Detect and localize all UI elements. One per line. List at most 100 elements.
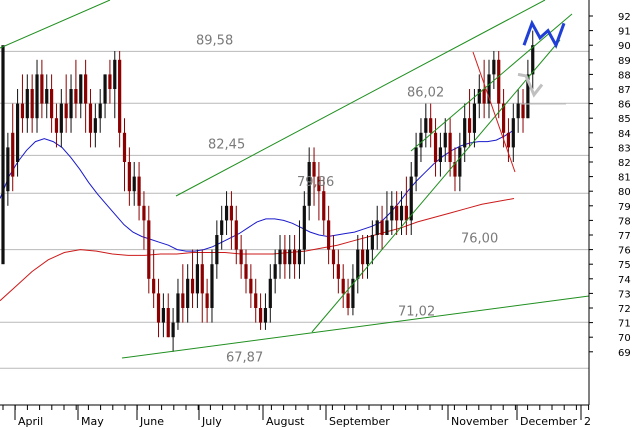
x-tick-label: June (139, 415, 164, 427)
candle-body (239, 249, 243, 265)
candle-body (414, 147, 418, 177)
candle-body (375, 220, 379, 235)
candle-body (127, 162, 131, 192)
candle-body (463, 118, 467, 148)
candle-body (20, 103, 25, 119)
x-tick-label: September (329, 415, 390, 427)
candle-body (142, 205, 146, 221)
y-tick-label: 91 (618, 27, 631, 38)
candle-body (511, 118, 515, 148)
candle-body (458, 147, 462, 177)
candle-body (30, 89, 34, 119)
candle-body (229, 205, 234, 221)
candle-body (268, 278, 272, 308)
x-tick-label: November (451, 415, 509, 427)
trendlines (0, 0, 590, 359)
x-axis: April May June July August September November D… (2, 405, 591, 427)
y-tick-label: 82 (618, 158, 631, 169)
candle-body (395, 205, 399, 221)
x-tick-label: April (18, 415, 43, 427)
candle-body (210, 264, 214, 308)
level-label: 67,87 (226, 350, 263, 365)
projection-path (522, 19, 566, 49)
level-label: 89,58 (196, 33, 233, 48)
projection-paths (517, 19, 566, 105)
candle-body (531, 45, 535, 75)
x-tick-label: August (266, 415, 305, 427)
candle-body (448, 132, 452, 162)
candle-body (176, 293, 180, 323)
trendline (410, 13, 573, 152)
y-tick-label: 80 (618, 187, 631, 198)
candle-body (84, 74, 88, 104)
candle-body (50, 89, 54, 119)
candle-body (327, 220, 331, 250)
level-label: 79,86 (297, 175, 334, 190)
candle-body (258, 308, 263, 323)
candle-body (521, 103, 525, 119)
moving-average-line (0, 198, 515, 302)
candle-body (467, 118, 472, 133)
candle-body (132, 176, 136, 192)
candle-body (234, 220, 238, 250)
candle-body (137, 176, 141, 206)
candle-body (200, 264, 204, 294)
candle-body (186, 278, 190, 308)
y-tick-label: 87 (618, 85, 631, 96)
candle-body (244, 264, 248, 279)
candle-body (487, 74, 491, 104)
y-tick-label: 76 (618, 246, 631, 257)
trendline (175, 0, 546, 197)
level-label: 71,02 (398, 304, 435, 319)
candle-body (249, 278, 253, 294)
candle-body (516, 103, 520, 119)
y-tick-label: 88 (618, 70, 631, 81)
moving-averages (0, 129, 515, 302)
level-label: 82,45 (208, 137, 245, 152)
y-tick-label: 84 (618, 129, 631, 140)
candle-body (103, 74, 107, 104)
plot-background (0, 0, 589, 405)
trendline (472, 51, 516, 173)
candle-body (205, 293, 209, 308)
candle-body (273, 264, 277, 279)
candle-body (195, 264, 199, 294)
candle-body (40, 74, 44, 104)
candle-body (307, 162, 311, 206)
candle-body (346, 293, 350, 308)
y-tick-label: 79 (618, 202, 631, 213)
y-tick-label: 81 (618, 173, 631, 184)
candle-body (224, 205, 229, 221)
candle-body (113, 59, 117, 89)
candle-body (156, 293, 161, 323)
trendline (0, 0, 111, 49)
candle-body (312, 162, 316, 177)
y-tick-label: 71 (618, 319, 631, 330)
y-tick-label: 73 (618, 289, 631, 300)
y-tick-label: 72 (618, 304, 631, 315)
candle-body (404, 205, 408, 221)
candle-body (317, 176, 321, 192)
candle-body (370, 235, 374, 250)
candle-body (341, 278, 345, 294)
candle-body (293, 249, 297, 265)
candle-body (1, 45, 5, 265)
candle-body (220, 220, 224, 235)
candle-body (283, 249, 287, 265)
candle-body (336, 264, 340, 279)
candle-body (35, 74, 39, 119)
candle-body (74, 89, 78, 104)
candle-body (161, 308, 165, 323)
candle-body (98, 103, 102, 119)
candle-body (69, 89, 73, 119)
candle-body (45, 89, 49, 104)
candle-body (453, 162, 457, 177)
y-tick-label: 89 (618, 56, 631, 67)
moving-average-line (0, 129, 515, 252)
candle-body (482, 89, 486, 104)
candle-body (526, 74, 530, 119)
candle-body (254, 293, 258, 308)
level-label: 86,02 (407, 85, 444, 100)
candle-body (356, 249, 360, 279)
level-label: 76,00 (461, 232, 498, 247)
